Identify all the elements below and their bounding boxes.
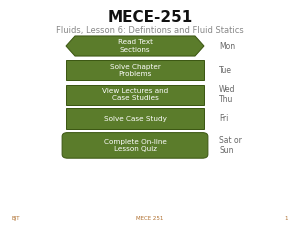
Text: Mon: Mon: [219, 41, 235, 50]
Text: 1: 1: [284, 216, 288, 221]
FancyBboxPatch shape: [66, 85, 204, 105]
Text: MECE 251: MECE 251: [136, 216, 164, 221]
FancyBboxPatch shape: [66, 108, 204, 129]
Text: Read Text
Sections: Read Text Sections: [118, 39, 152, 53]
FancyBboxPatch shape: [66, 60, 204, 80]
Text: MECE-251: MECE-251: [107, 9, 193, 25]
FancyBboxPatch shape: [62, 133, 208, 158]
Text: Wed
Thu: Wed Thu: [219, 85, 236, 104]
Text: View Lectures and
Case Studies: View Lectures and Case Studies: [102, 88, 168, 101]
Text: Solve Chapter
Problems: Solve Chapter Problems: [110, 64, 160, 77]
Text: Sat or
Sun: Sat or Sun: [219, 136, 242, 155]
Polygon shape: [66, 36, 204, 56]
Text: Tue: Tue: [219, 66, 232, 75]
FancyBboxPatch shape: [66, 135, 204, 155]
Text: Fri: Fri: [219, 114, 228, 123]
Text: Solve Case Study: Solve Case Study: [103, 116, 166, 122]
Text: Fluids, Lesson 6: Defintions and Fluid Statics: Fluids, Lesson 6: Defintions and Fluid S…: [56, 27, 244, 35]
Text: BJT: BJT: [12, 216, 20, 221]
Text: Complete On-line
Lesson Quiz: Complete On-line Lesson Quiz: [103, 139, 166, 152]
